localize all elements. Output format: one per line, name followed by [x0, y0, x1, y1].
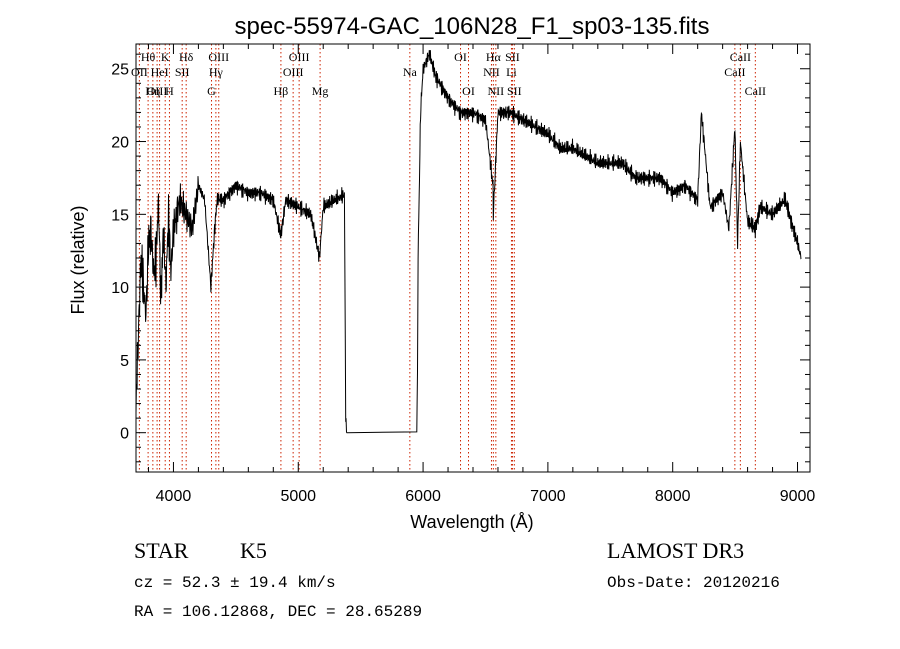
axis-ticks: 4000 5000 6000 7000 8000 9000 0 5 10 15 20 25: [111, 44, 815, 505]
chart-title: spec-55974-GAC_106N28_F1_sp03-135.fits: [235, 13, 710, 40]
spectral-line-label: Hβ: [274, 84, 289, 98]
observation-date: Obs-Date: 20120216: [607, 574, 780, 592]
y-tick-label: 5: [120, 353, 129, 370]
spectral-line-label: OIII: [283, 65, 304, 79]
spectral-line-label: SII: [175, 65, 190, 79]
spectral-line-label: OII: [131, 65, 148, 79]
spectral-line-label: Hθ: [141, 50, 156, 64]
spectral-line-label: K: [161, 50, 170, 64]
x-tick-label: 4000: [156, 488, 192, 505]
spectral-line-label: OI: [462, 84, 475, 98]
x-axis-label: Wavelength (Å): [410, 512, 533, 532]
spectral-line-label: Hδ: [179, 50, 194, 64]
x-tick-label: 5000: [280, 488, 316, 505]
x-tick-label: 8000: [655, 488, 691, 505]
y-tick-label: 10: [111, 280, 129, 297]
spectral-line-label: NII: [488, 84, 505, 98]
spectral-line-label: CaII: [745, 84, 766, 98]
spectral-line-label: CaII: [730, 50, 751, 64]
spectral-line-label: Na: [403, 65, 418, 79]
object-subclass: K5: [240, 538, 267, 563]
spectral-line-label: Mg: [312, 84, 329, 98]
spectral-lines-layer: [138, 44, 756, 472]
spectral-line-label: SII: [507, 84, 522, 98]
y-tick-label: 25: [111, 62, 129, 79]
spectral-line-label: OIII: [208, 50, 229, 64]
x-tick-label: 7000: [530, 488, 566, 505]
y-axis-label: Flux (relative): [68, 205, 88, 314]
spectral-line-label: G: [207, 84, 216, 98]
spectral-line-label: Hγ: [209, 65, 224, 79]
spectral-line-label: Hα: [486, 50, 502, 64]
spectrum-layer: [135, 50, 802, 434]
x-tick-label: 9000: [780, 488, 816, 505]
coordinates: RA = 106.12868, DEC = 28.65289: [134, 603, 423, 621]
y-tick-label: 0: [120, 426, 129, 443]
spectral-line-label: H: [165, 84, 174, 98]
spectral-line-label: OI: [454, 50, 467, 64]
y-tick-label: 20: [111, 135, 129, 152]
spectral-line-label: CaII: [724, 65, 745, 79]
spectral-line-label: NII: [483, 65, 500, 79]
survey-name: LAMOST DR3: [607, 538, 745, 563]
spectral-line-label: HeI: [151, 65, 169, 79]
spectral-line-label: Li: [506, 65, 517, 79]
x-tick-label: 6000: [405, 488, 441, 505]
spectral-line-label: SII: [505, 50, 520, 64]
spectral-line-label: Hη: [145, 84, 160, 98]
spectrum-line: [135, 50, 802, 434]
spectral-line-label: OIII: [289, 50, 310, 64]
redshift-value: cz = 52.3 ± 19.4 km/s: [134, 574, 336, 592]
spectral-line-label: OIII: [147, 84, 168, 98]
object-class: STAR: [134, 538, 189, 563]
y-tick-label: 15: [111, 207, 129, 224]
